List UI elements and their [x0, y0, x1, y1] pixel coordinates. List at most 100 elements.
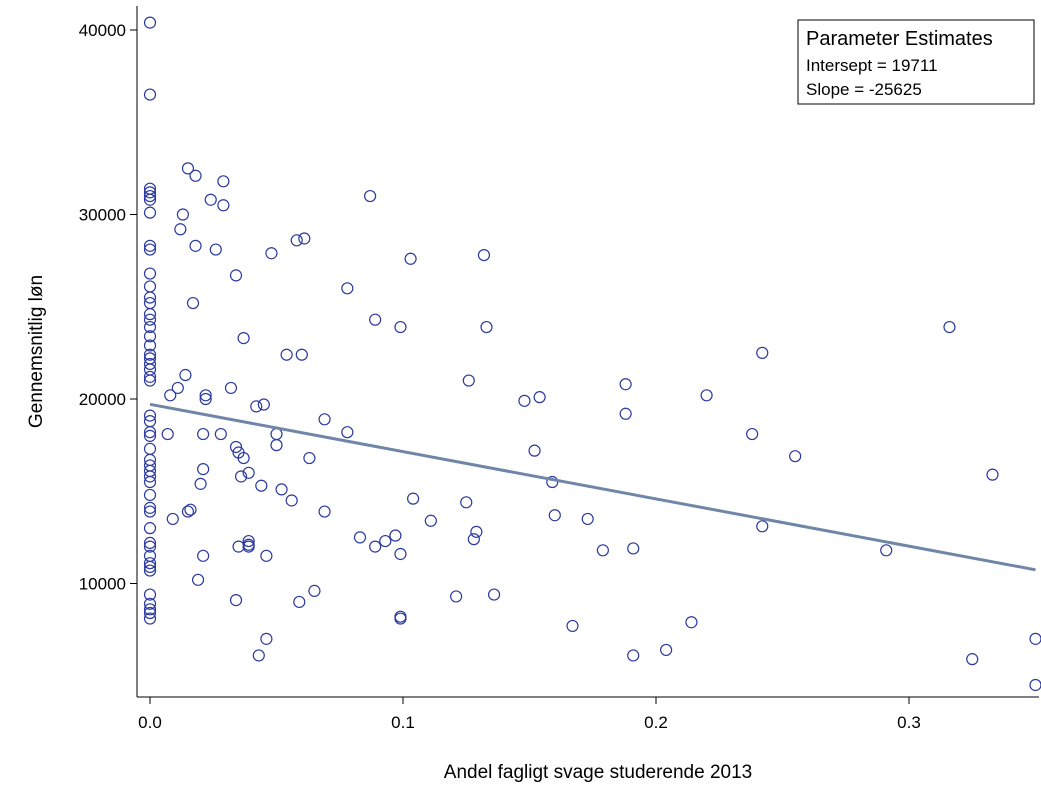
data-point [197, 427, 210, 441]
data-point [660, 643, 673, 657]
data-point [255, 479, 268, 492]
data-point [303, 451, 316, 465]
legend-title: Parameter Estimates [806, 28, 993, 50]
axes-frame [136, 6, 1039, 698]
data-point [290, 234, 303, 247]
data-point [217, 199, 230, 212]
data-point [143, 320, 157, 334]
data-point [237, 451, 250, 465]
data-point [460, 496, 473, 509]
data-point [596, 544, 609, 557]
data-point [619, 407, 632, 420]
data-point [194, 477, 207, 490]
data-point [174, 223, 187, 236]
data-point [199, 389, 212, 402]
data-point [143, 505, 157, 518]
data-point [280, 348, 293, 361]
data-point [275, 483, 288, 496]
data-point [234, 470, 248, 483]
data-point [181, 505, 195, 518]
legend-intercept: Intersept = 19711 [806, 56, 938, 75]
data-point [186, 296, 200, 310]
data-point [143, 597, 157, 610]
data-point [197, 549, 210, 562]
data-point [189, 239, 202, 252]
y-axis-title: Gennemsnitlig løn [26, 275, 47, 428]
data-point [394, 610, 407, 623]
data-point [250, 400, 263, 413]
data-point [318, 505, 331, 518]
data-point [143, 540, 157, 553]
data-point [143, 522, 157, 535]
legend-slope: Slope = -25625 [806, 80, 922, 99]
data-point [143, 16, 157, 29]
data-point [179, 368, 192, 382]
data-point [214, 427, 227, 441]
regression-line-group [149, 402, 1036, 572]
data-point [685, 616, 698, 629]
y-tick-label: 30000 [79, 206, 126, 225]
data-point [143, 470, 157, 483]
data-point [627, 649, 640, 662]
data-point [143, 291, 157, 304]
data-point [477, 248, 491, 262]
data-point [143, 267, 157, 280]
data-point [224, 381, 238, 395]
data-point [404, 252, 417, 265]
data-point [209, 243, 222, 256]
data-point [143, 560, 157, 573]
data-point [548, 509, 561, 522]
data-point [143, 330, 157, 343]
y-tick-label: 40000 [79, 21, 126, 40]
data-point [143, 243, 157, 256]
data-point [143, 588, 157, 601]
data-point [143, 475, 157, 489]
data-point [308, 584, 321, 597]
data-point [143, 501, 157, 514]
data-point [407, 492, 420, 505]
data-point [242, 540, 255, 553]
data-point [341, 426, 354, 439]
data-point [270, 439, 283, 452]
data-point [143, 429, 157, 442]
data-point [467, 533, 480, 546]
data-point [143, 348, 157, 361]
data-point [295, 348, 308, 361]
data-point [462, 374, 475, 387]
data-point [369, 313, 382, 326]
data-point [394, 547, 407, 561]
data-point [487, 588, 501, 601]
data-point [260, 549, 273, 562]
data-point [789, 450, 802, 463]
data-point [518, 394, 531, 407]
data-point [176, 208, 189, 221]
data-point [260, 632, 273, 645]
data-point [199, 392, 212, 406]
data-point [143, 186, 157, 199]
data-point [164, 389, 177, 402]
data-point [143, 206, 157, 219]
data-point [353, 531, 367, 544]
data-point [143, 488, 157, 502]
data-point [966, 653, 979, 666]
y-tick-label: 10000 [79, 575, 126, 594]
data-point [369, 540, 382, 553]
data-point [364, 189, 377, 203]
data-point [143, 557, 157, 570]
data-point [756, 520, 769, 533]
data-point [237, 332, 250, 345]
data-point [480, 320, 493, 334]
data-point [986, 468, 999, 481]
data-point [285, 494, 298, 507]
data-point [143, 308, 157, 321]
data-point [389, 529, 402, 542]
parameter-estimates-legend: Parameter Estimates Intersept = 19711 Sl… [797, 19, 1035, 105]
y-tick-label: 20000 [79, 390, 126, 409]
data-point [143, 536, 157, 550]
data-point [627, 542, 640, 555]
data-point [143, 88, 157, 101]
data-point [161, 427, 174, 441]
data-point [943, 320, 956, 334]
data-point [143, 564, 157, 577]
